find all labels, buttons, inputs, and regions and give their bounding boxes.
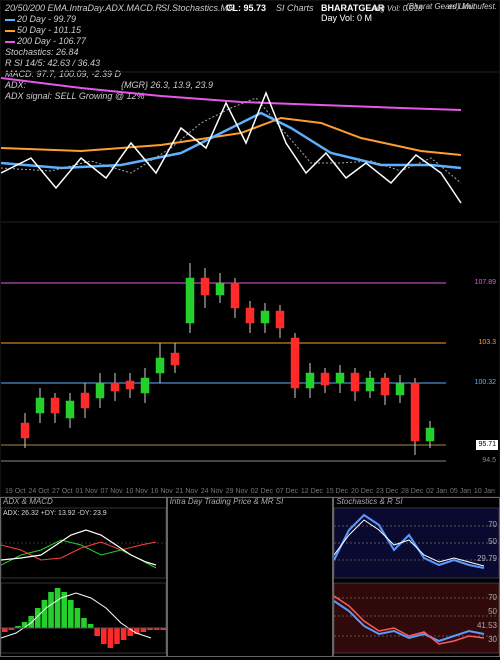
ma200-label: 200 Day - 106.77 <box>17 36 86 46</box>
stoch-rsi-panel[interactable]: Stochastics & R SI 705029.79705041.5330 <box>333 497 500 657</box>
panel-title: ADX & MACD <box>3 497 53 506</box>
ma20-label: 20 Day - 99.79 <box>17 14 76 24</box>
sub2: SI Charts <box>276 3 314 14</box>
chart-header: 20/50/200 EMA.IntraDay.ADX.MACD.R SI.Sto… <box>0 0 500 72</box>
ma50-label: 50 Day - 101.15 <box>17 25 81 35</box>
title-left: 20/50/200 EMA.IntraDay.ADX.MACD.R <box>5 3 162 13</box>
day-vol: Day Vol: 0 M <box>321 13 372 24</box>
adx-values: ADX: 26.32 +DY: 13.92 -DY: 23.9 <box>3 510 107 517</box>
candlestick-panel[interactable]: 107.89103.3100.3295.7194.5 19 Oct24 Oct2… <box>0 222 500 497</box>
indicator-row: ADX & MACD ADX: 26.32 +DY: 13.92 -DY: 23… <box>0 497 500 657</box>
rsi-label: R SI 14/5: 42.63 / 36.43 <box>5 58 495 69</box>
x-axis: 19 Oct24 Oct27 Oct01 Nov07 Nov10 Nov16 N… <box>1 488 499 495</box>
sub1: SI.Stochastics.MR <box>161 3 235 14</box>
panel-title: Intra Day Trading Price & MR SI <box>170 497 284 506</box>
intraday-panel[interactable]: Intra Day Trading Price & MR SI <box>167 497 334 657</box>
adx-macd-panel[interactable]: ADX & MACD ADX: 26.32 +DY: 13.92 -DY: 23… <box>0 497 167 657</box>
stoch-label: Stochastics: 26.84 <box>5 47 495 58</box>
close-price: CL: 95.73 <box>226 3 266 14</box>
panel-title: Stochastics & R SI <box>336 497 402 506</box>
ma-line-panel[interactable] <box>0 72 500 222</box>
right-text: ed) Munufest. <box>448 1 497 12</box>
